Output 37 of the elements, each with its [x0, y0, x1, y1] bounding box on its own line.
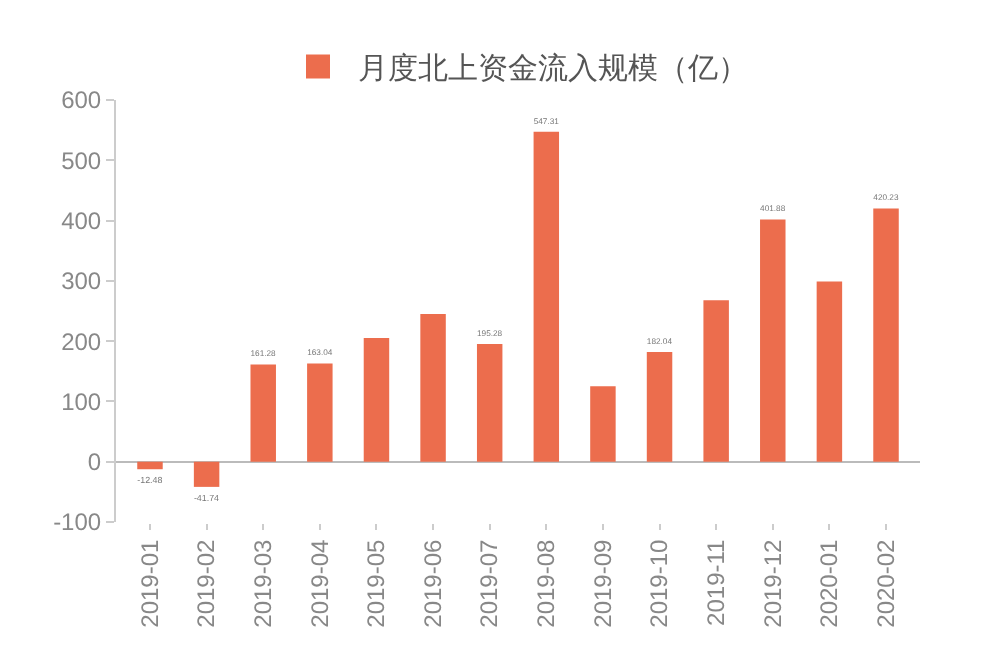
- bar: [307, 363, 333, 462]
- x-tick-label: 2019-02: [192, 538, 221, 628]
- x-tick-label: 2020-01: [815, 538, 844, 628]
- bar: [250, 364, 276, 462]
- y-tick-label: 400: [61, 206, 102, 235]
- bar: [533, 131, 560, 462]
- y-tick-label: 100: [61, 387, 102, 416]
- x-tick-label: 2019-05: [362, 538, 391, 628]
- x-tick-label: 2019-07: [475, 538, 504, 628]
- x-tick-label: 2019-06: [418, 538, 447, 628]
- x-tick-label: 2019-11: [701, 538, 730, 626]
- y-tick-label: 200: [61, 327, 102, 356]
- bar: [873, 208, 899, 462]
- y-tick-label: 0: [87, 448, 102, 477]
- x-tick-label: 2020-02: [871, 538, 900, 628]
- bar: [590, 386, 616, 462]
- x-tick-label: 2019-08: [532, 538, 561, 628]
- bar: [363, 338, 390, 462]
- y-tick-label: 600: [61, 86, 102, 115]
- legend-label: 月度北上资金流入规模（亿）: [358, 52, 748, 87]
- x-tick-label: 2019-04: [305, 538, 334, 628]
- bar: [193, 461, 220, 487]
- bar: [816, 281, 843, 462]
- x-tick-label: 2019-03: [249, 538, 278, 628]
- y-tick-label: 500: [61, 146, 102, 175]
- bar: [476, 343, 503, 462]
- y-tick-label: 300: [61, 267, 102, 296]
- bar: [646, 351, 673, 462]
- bar: [420, 314, 446, 462]
- y-tick-label: -100: [53, 508, 102, 537]
- bar: [760, 219, 786, 462]
- bar: [703, 300, 729, 462]
- x-tick-label: 2019-01: [135, 538, 164, 628]
- x-tick-label: 2019-12: [758, 538, 787, 628]
- x-tick-label: 2019-09: [588, 538, 617, 628]
- x-tick-label: 2019-10: [645, 538, 674, 628]
- bar: [137, 461, 163, 470]
